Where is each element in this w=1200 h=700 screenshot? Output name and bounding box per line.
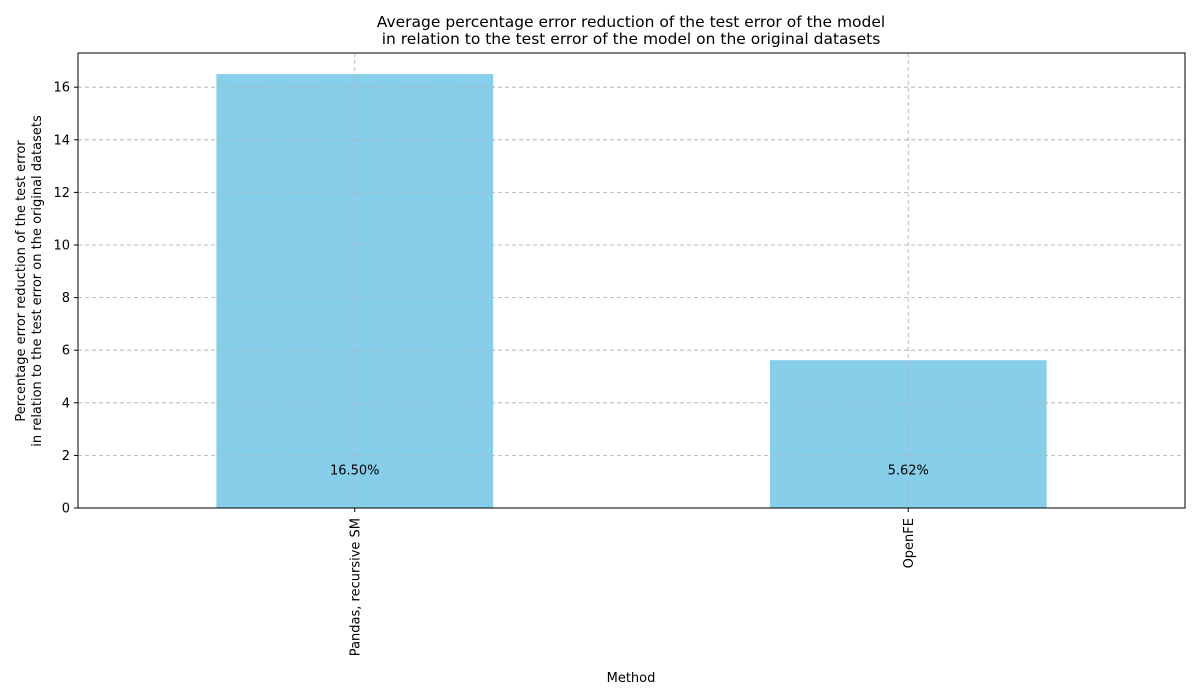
plot-frame: [77, 52, 1186, 509]
y-axis-label-line-1: Percentage error reduction of the test e…: [14, 140, 29, 422]
y-axis-label-line-2: in relation to the test error on the ori…: [30, 115, 45, 447]
y-ticks: 0 2 4 6 8 10 12 14 16: [53, 81, 78, 517]
y-tick-label-0: 0: [62, 502, 70, 517]
y-tick-label-4: 8: [62, 291, 70, 306]
y-tick-label-8: 16: [53, 81, 70, 96]
chart-title-line-1: Average percentage error reduction of th…: [377, 13, 885, 31]
bars-layer: [78, 53, 1185, 508]
bar-value-label-1: 5.62%: [888, 463, 929, 478]
y-tick-label-6: 12: [53, 186, 70, 201]
y-tick-label-5: 10: [53, 238, 70, 253]
y-tick-label-3: 6: [62, 344, 70, 359]
bar-value-label-0: 16.50%: [330, 463, 380, 478]
x-tick-label-1: OpenFE: [902, 518, 917, 568]
chart-title-line-2: in relation to the test error of the mod…: [382, 30, 881, 48]
x-ticks: Pandas, recursive SM OpenFE: [348, 508, 917, 656]
x-tick-label-0: Pandas, recursive SM: [348, 518, 363, 656]
y-tick-label-2: 4: [62, 396, 70, 411]
bar-value-labels: 16.50% 5.62%: [330, 463, 929, 478]
y-tick-label-1: 2: [62, 449, 70, 464]
y-tick-label-7: 14: [53, 133, 70, 148]
x-axis-label: Method: [607, 671, 656, 686]
